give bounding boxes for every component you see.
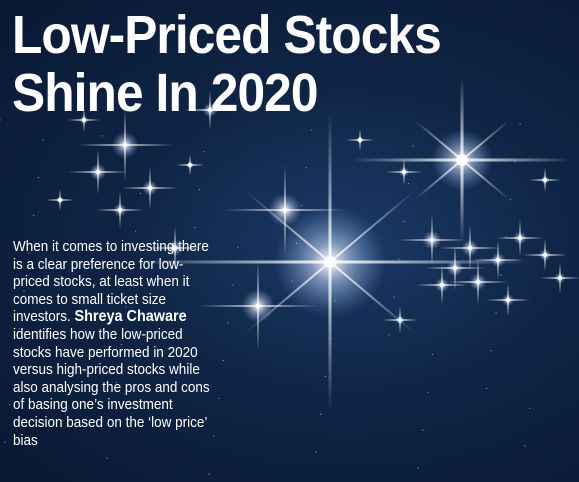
dust-speck xyxy=(37,176,40,179)
dust-speck xyxy=(524,445,526,447)
dust-speck xyxy=(300,204,303,207)
dust-speck xyxy=(208,473,210,475)
dust-speck xyxy=(227,322,229,324)
dust-speck xyxy=(222,359,225,362)
dust-speck xyxy=(514,161,516,163)
dust-speck xyxy=(422,429,424,431)
dust-speck xyxy=(315,451,317,453)
dust-speck xyxy=(8,403,11,406)
sparkle-star xyxy=(130,112,530,412)
dust-speck xyxy=(0,119,1,121)
dust-speck xyxy=(193,226,196,229)
dust-speck xyxy=(237,246,239,248)
sparkle-star xyxy=(346,129,374,151)
dust-speck xyxy=(426,391,429,394)
star-cluster xyxy=(0,77,579,475)
dust-speck xyxy=(28,252,30,254)
dust-speck xyxy=(203,151,205,153)
dust-speck xyxy=(96,173,99,175)
sparkle-star xyxy=(96,192,144,228)
dust-speck xyxy=(509,198,512,201)
sparkle-star xyxy=(523,238,567,272)
intro-paragraph: When it comes to investing there is a cl… xyxy=(13,238,220,449)
sparkle-star xyxy=(184,90,236,130)
sparkle-star xyxy=(122,167,178,209)
sparkle-star xyxy=(529,168,561,192)
dust-speck xyxy=(232,284,234,286)
dust-speck xyxy=(296,242,298,244)
dust-speck xyxy=(500,274,502,276)
dust-speck xyxy=(324,375,327,378)
intro-text-after: identifies how the low-priced stocks hav… xyxy=(13,325,210,449)
sparkle-star xyxy=(440,225,500,271)
dust-speck xyxy=(106,457,108,459)
dust-speck xyxy=(334,300,336,302)
dust-speck xyxy=(135,230,137,232)
headline-line-2: Shine In 2020 xyxy=(12,63,319,123)
sparkle-star xyxy=(472,240,524,280)
sparkle-star xyxy=(386,158,422,186)
dust-speck xyxy=(398,258,400,260)
dust-speck xyxy=(485,387,488,390)
sparkle-star xyxy=(416,265,468,305)
sparkle-star xyxy=(77,109,173,181)
dust-speck xyxy=(407,182,410,185)
dust-speck xyxy=(393,296,395,298)
dust-speck xyxy=(42,139,44,141)
dust-speck xyxy=(139,192,142,195)
dust-speck xyxy=(213,435,215,437)
dust-speck xyxy=(329,338,331,340)
dust-speck xyxy=(417,467,419,469)
dust-speck xyxy=(490,350,492,352)
dust-speck xyxy=(305,167,307,169)
dust-speck xyxy=(198,188,201,191)
sparkle-star xyxy=(425,245,485,291)
sparkle-star xyxy=(68,108,100,132)
sparkle-star xyxy=(147,227,203,269)
dust-speck xyxy=(388,334,390,336)
dust-speck xyxy=(23,290,25,292)
sparkle-star xyxy=(448,259,508,305)
sparkle-star xyxy=(382,306,418,334)
sparkle-star xyxy=(46,189,74,211)
dust-speck xyxy=(217,397,220,400)
sparkle-star xyxy=(540,263,579,293)
dust-speck xyxy=(529,407,531,409)
dust-speck xyxy=(101,135,103,137)
dust-speck xyxy=(115,381,118,384)
dust-speck xyxy=(320,413,322,415)
intro-text-before: When it comes to investing there is a cl… xyxy=(13,238,209,326)
dust-speck xyxy=(495,312,497,314)
dust-speck xyxy=(505,236,507,238)
dust-speck xyxy=(519,123,521,125)
sparkle-star xyxy=(486,283,530,317)
sparkle-star xyxy=(225,165,345,255)
sparkle-star xyxy=(68,149,128,195)
headline: Low-Priced Stocks Shine In 2020 xyxy=(12,5,442,123)
dust-speck xyxy=(130,268,132,270)
sparkle-star xyxy=(398,214,466,266)
dust-speck xyxy=(32,214,35,217)
sparkle-star xyxy=(496,220,544,256)
dust-speck xyxy=(431,353,434,356)
dust-speck xyxy=(125,306,127,308)
author-name: Shreya Chaware xyxy=(74,308,187,326)
dust-speck xyxy=(13,365,16,368)
headline-line-1: Low-Priced Stocks xyxy=(12,5,442,65)
dust-speck xyxy=(402,220,405,223)
sparkle-star xyxy=(352,77,572,243)
dust-speck xyxy=(18,328,20,330)
sparkle-star xyxy=(176,154,204,176)
dust-speck xyxy=(120,344,123,346)
dust-speck xyxy=(291,280,293,282)
dust-speck xyxy=(111,419,113,421)
dust-speck xyxy=(412,145,414,147)
dust-speck xyxy=(310,129,312,131)
dust-speck xyxy=(4,441,6,443)
sparkle-star xyxy=(198,261,318,351)
